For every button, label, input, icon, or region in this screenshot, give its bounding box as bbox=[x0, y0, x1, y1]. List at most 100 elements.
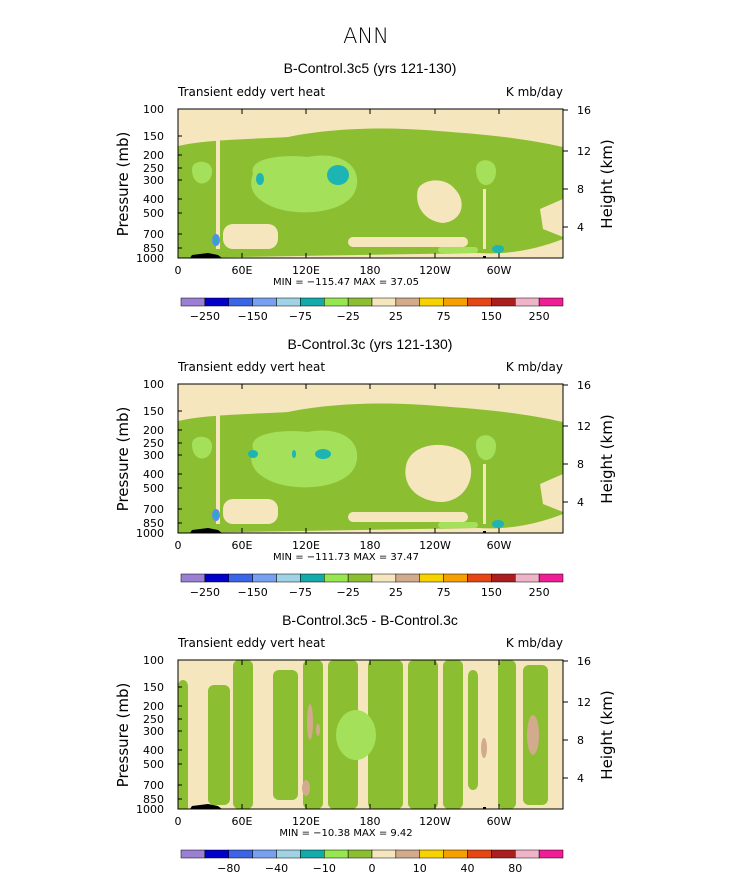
colorbar-swatch bbox=[324, 297, 349, 307]
colorbar-label: 0 bbox=[369, 862, 376, 873]
colorbar-swatch bbox=[276, 573, 301, 583]
cream-region bbox=[483, 189, 486, 249]
contour-field bbox=[178, 109, 563, 258]
colorbar-label: −80 bbox=[217, 862, 240, 873]
colorbar-swatch bbox=[180, 849, 206, 859]
panel-3: B-Control.3c5 - B-Control.3c Transient ed… bbox=[114, 612, 616, 873]
height-axis-title: Height (km) bbox=[598, 690, 616, 779]
colorbar-label: −250 bbox=[190, 586, 220, 599]
panel-title: B-Control.3c (yrs 121-130) bbox=[288, 336, 453, 352]
contour-field bbox=[178, 384, 563, 533]
tan-region bbox=[316, 724, 320, 736]
colorbar-swatch bbox=[228, 297, 253, 307]
y-tick-label: 100 bbox=[143, 103, 164, 116]
colorbar-label: 250 bbox=[529, 586, 550, 599]
colorbar-swatch bbox=[419, 297, 444, 307]
colorbar-swatch bbox=[324, 573, 349, 583]
x-tick-label: 180 bbox=[360, 539, 381, 552]
y-tick-label: 300 bbox=[143, 449, 164, 462]
colorbar-swatch bbox=[347, 297, 373, 307]
topography bbox=[190, 804, 222, 809]
cream-region bbox=[417, 180, 462, 223]
y-tick-label: 850 bbox=[143, 517, 164, 530]
y-tick-label: 100 bbox=[143, 378, 164, 391]
y-tick-label: 250 bbox=[143, 713, 164, 726]
x-tick-label: 120W bbox=[419, 264, 451, 277]
colorbar-label: −150 bbox=[238, 310, 268, 323]
y-tick-label: 700 bbox=[143, 503, 164, 516]
teal-region bbox=[248, 450, 258, 458]
x-tick-label: 0 bbox=[175, 264, 182, 277]
colorbar-label: 80 bbox=[508, 862, 522, 873]
height-tick-label: 4 bbox=[577, 772, 584, 785]
teal-region bbox=[214, 512, 218, 518]
colorbar-swatch bbox=[491, 849, 516, 859]
light-green-region bbox=[336, 710, 376, 760]
y-tick-label: 1000 bbox=[136, 252, 164, 265]
tan-region bbox=[302, 780, 310, 796]
topography bbox=[483, 807, 486, 809]
colorbar-swatch bbox=[228, 573, 253, 583]
colorbar-label: 250 bbox=[529, 310, 550, 323]
colorbar-swatch bbox=[538, 849, 564, 859]
colorbar-swatch bbox=[515, 297, 540, 307]
colorbar-label: −10 bbox=[313, 862, 336, 873]
panel-2: B-Control.3c (yrs 121-130) Transient eddy… bbox=[114, 336, 616, 599]
x-tick-label: 120E bbox=[292, 539, 320, 552]
y-tick-label: 850 bbox=[143, 793, 164, 806]
x-tick-label: 60W bbox=[487, 539, 512, 552]
x-tick-label: 60E bbox=[232, 815, 253, 828]
colorbar-swatch bbox=[252, 573, 277, 583]
height-tick-label: 4 bbox=[577, 496, 584, 509]
field-label: Transient eddy vert heat bbox=[177, 636, 325, 650]
colorbar-label: −150 bbox=[238, 586, 268, 599]
colorbar-swatch bbox=[395, 573, 420, 583]
colorbar-swatch bbox=[180, 297, 206, 307]
x-tick-label: 0 bbox=[175, 815, 182, 828]
y-tick-label: 850 bbox=[143, 242, 164, 255]
colorbar-swatch bbox=[204, 849, 229, 859]
units-label: K mb/day bbox=[506, 360, 563, 374]
cream-region bbox=[223, 224, 278, 249]
colorbar-label: 150 bbox=[481, 586, 502, 599]
min-max-stats: MIN = −111.73 MAX = 37.47 bbox=[273, 552, 419, 563]
y-tick-label: 400 bbox=[143, 468, 164, 481]
x-tick-label: 60E bbox=[232, 264, 253, 277]
green-region bbox=[468, 670, 478, 790]
colorbar-swatch bbox=[515, 849, 540, 859]
colorbar-label: −40 bbox=[265, 862, 288, 873]
colorbar-swatch bbox=[467, 849, 492, 859]
colorbar-swatch bbox=[443, 849, 468, 859]
cream-region bbox=[483, 464, 486, 524]
y-tick-label: 700 bbox=[143, 779, 164, 792]
units-label: K mb/day bbox=[506, 636, 563, 650]
teal-region bbox=[315, 449, 331, 459]
colorbar-swatch bbox=[300, 573, 325, 583]
x-tick-label: 60E bbox=[232, 539, 253, 552]
light-green-region bbox=[192, 161, 212, 184]
colorbar-swatch bbox=[371, 849, 397, 859]
y-tick-label: 250 bbox=[143, 162, 164, 175]
height-tick-label: 8 bbox=[577, 458, 584, 471]
light-green-region bbox=[476, 435, 496, 460]
x-tick-label: 0 bbox=[175, 539, 182, 552]
height-axis-title: Height (km) bbox=[598, 139, 616, 228]
height-tick-label: 12 bbox=[577, 145, 591, 158]
tan-region bbox=[307, 704, 313, 740]
y-tick-label: 200 bbox=[143, 700, 164, 713]
colorbar-swatch bbox=[491, 297, 516, 307]
colorbar-label: 150 bbox=[481, 310, 502, 323]
colorbar-label: 40 bbox=[461, 862, 475, 873]
x-tick-label: 60W bbox=[487, 264, 512, 277]
units-label: K mb/day bbox=[506, 85, 563, 99]
colorbar-swatch bbox=[228, 849, 253, 859]
colorbar-swatch bbox=[419, 849, 444, 859]
height-tick-label: 12 bbox=[577, 696, 591, 709]
green-region bbox=[368, 660, 403, 809]
height-tick-label: 12 bbox=[577, 420, 591, 433]
panel-title: B-Control.3c5 (yrs 121-130) bbox=[284, 60, 457, 76]
colorbar-swatch bbox=[276, 849, 301, 859]
y-tick-label: 400 bbox=[143, 193, 164, 206]
colorbar-label: 25 bbox=[389, 586, 403, 599]
